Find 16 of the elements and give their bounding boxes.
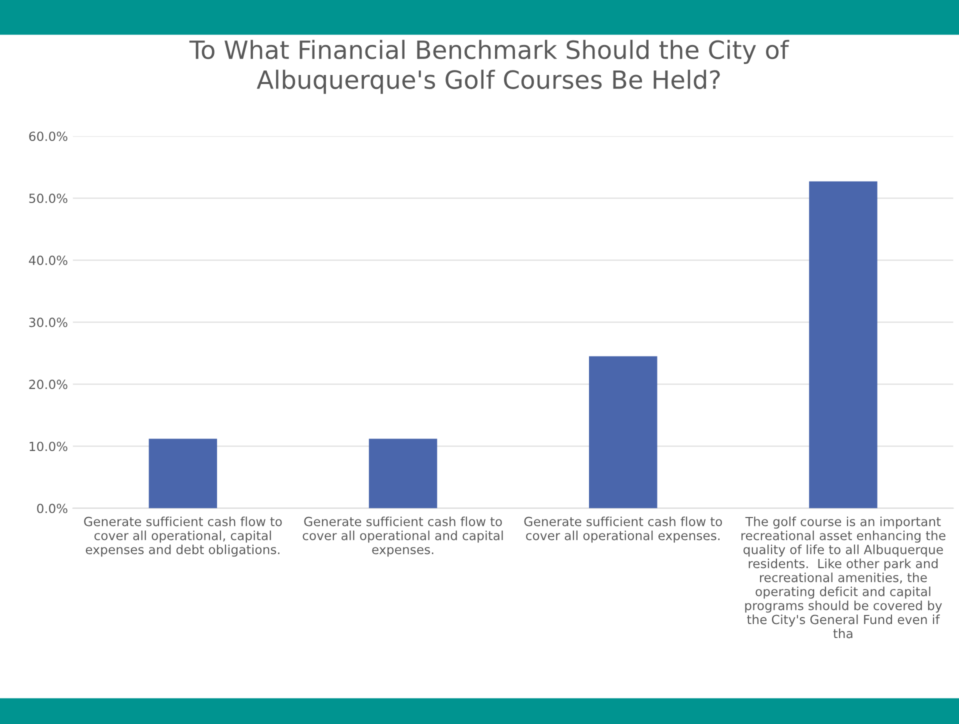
x-tick-label: Generate sufficient cash flow to cover all operational and capital expenses. xyxy=(302,516,503,557)
bar xyxy=(809,181,878,508)
x-tick-label: Generate sufficient cash flow to cover all operational, capital expenses and debt obligations. xyxy=(84,516,282,557)
y-tick-label: 50.0% xyxy=(29,194,68,204)
y-tick-label: 40.0% xyxy=(28,256,68,266)
category-label: The golf course is an important recreational asset enhancing the quality of life to all Albuquerque residents. Like other park and recreational amenities, the operating deficit and capital programs should be covered by the City's General Fund even if tha xyxy=(741,516,946,638)
y-tick-label: 0.0% xyxy=(37,504,68,514)
y-tick-label: 60.0% xyxy=(29,132,68,142)
bar xyxy=(148,438,218,508)
y-tick-label: 20.0% xyxy=(29,380,68,390)
bar xyxy=(368,438,438,508)
bar xyxy=(588,356,658,508)
chart-title: To What Financial Benchmark Should the City of Albuquerque's Golf Courses Be Held? xyxy=(189,40,790,94)
y-tick-label: 30.0% xyxy=(29,318,68,328)
x-tick-label: Generate sufficient cash flow to cover all operational expenses. xyxy=(524,516,722,543)
y-tick-label: 10.0% xyxy=(30,442,68,452)
